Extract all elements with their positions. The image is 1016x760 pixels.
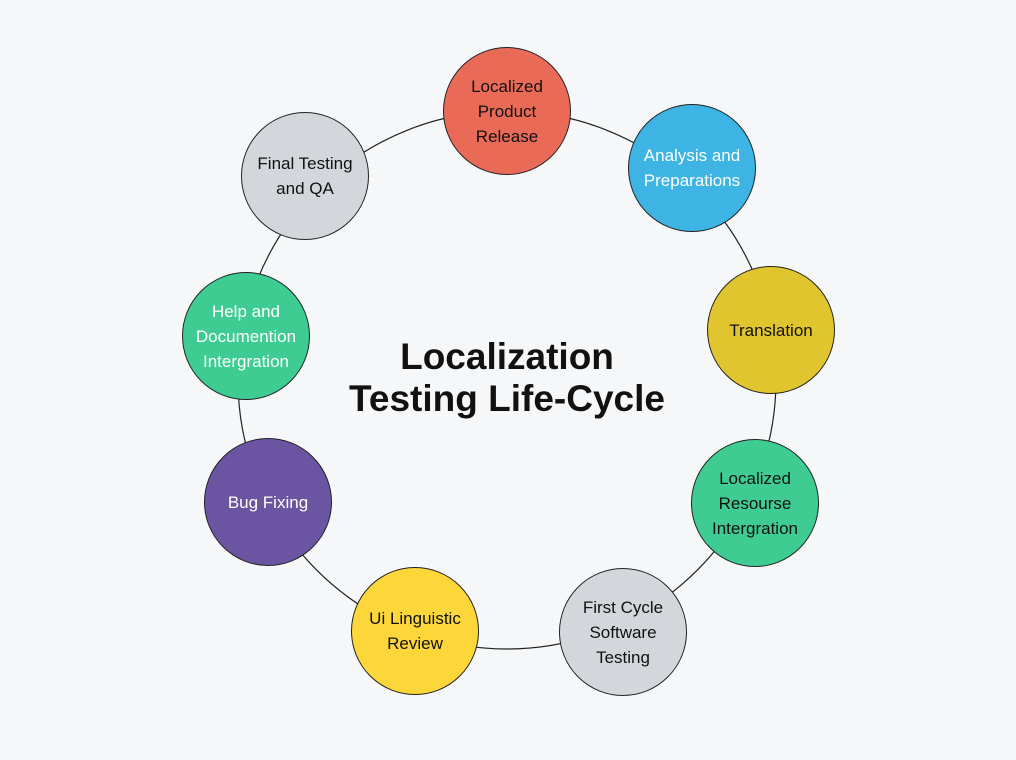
diagram-title: Localization Testing Life-Cycle [349,336,665,419]
stage-label: First Cycle Software Testing [582,597,664,667]
stage-label: Bug Fixing [227,492,309,512]
stage-label: Final Testing and QA [257,154,353,198]
stage-label: Analysis and Preparations [643,146,741,190]
stage-node: Bug Fixing [204,438,332,566]
stage-label: Localized Product Release [471,76,543,146]
stage-node: Final Testing and QA [241,112,369,240]
stage-node: Translation [707,266,835,394]
stage-label: Ui Linguistic Review [369,609,461,653]
stage-node: Ui Linguistic Review [351,567,479,695]
stage-node: Help and Documention Intergration [182,272,310,400]
stage-node: Localized Product Release [443,47,571,175]
stage-node: Localized Resourse Intergration [691,439,819,567]
stage-label: Help and Documention Intergration [195,301,297,371]
stage-node: Analysis and Preparations [628,104,756,232]
stage-label: Translation [729,320,813,340]
stage-label: Localized Resourse Intergration [712,468,798,538]
stage-node: First Cycle Software Testing [559,568,687,696]
